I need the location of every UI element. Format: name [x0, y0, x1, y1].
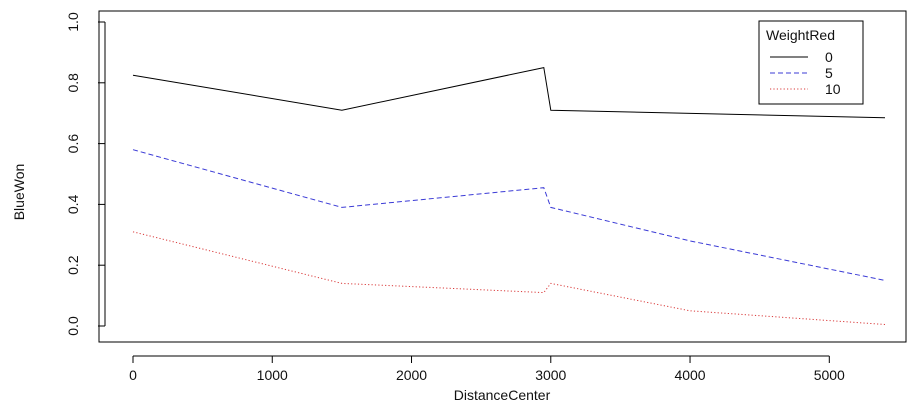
y-axis-title: BlueWon	[11, 164, 27, 221]
y-tick-label: 1.0	[65, 12, 81, 32]
legend-label-5: 5	[825, 65, 833, 81]
y-axis: 0.0 0.2 0.4 0.6 0.8 1.0	[65, 12, 106, 336]
y-tick-label: 0.6	[65, 134, 81, 154]
y-tick-label: 0.0	[65, 316, 81, 336]
x-axis: 0 1000 2000 3000 4000 5000	[129, 355, 845, 383]
x-tick-label: 5000	[814, 367, 845, 383]
legend-title: WeightRed	[766, 27, 835, 43]
plot-frame	[98, 10, 907, 343]
x-tick-label: 4000	[674, 367, 705, 383]
y-tick-label: 0.2	[65, 255, 81, 275]
legend-box	[758, 20, 864, 105]
series-line-5	[132, 149, 886, 281]
x-axis-title: DistanceCenter	[454, 387, 551, 403]
series-line-10	[132, 231, 886, 325]
series-line-0	[132, 67, 886, 119]
x-tick-label: 2000	[396, 367, 427, 383]
y-tick-label: 0.4	[65, 194, 81, 214]
x-tick-label: 1000	[257, 367, 288, 383]
x-tick-label: 0	[129, 367, 137, 383]
legend-label-10: 10	[825, 81, 841, 97]
y-tick-label: 0.8	[65, 73, 81, 93]
series-lines	[132, 67, 886, 325]
x-tick-label: 3000	[535, 367, 566, 383]
legend-label-0: 0	[825, 49, 833, 65]
